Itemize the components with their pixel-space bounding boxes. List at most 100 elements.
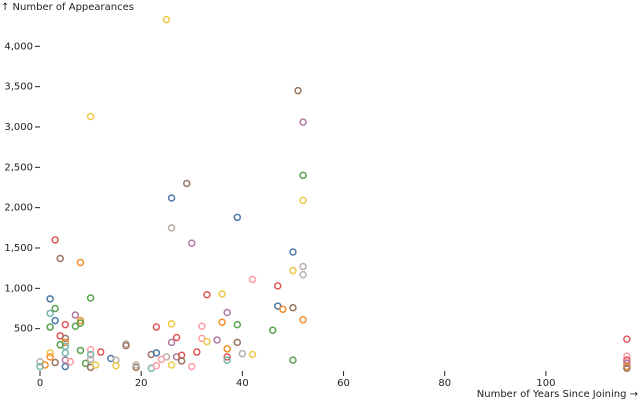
point xyxy=(51,358,59,367)
point xyxy=(86,112,95,121)
point xyxy=(248,350,257,359)
point xyxy=(46,323,54,331)
point xyxy=(299,262,307,271)
point xyxy=(279,305,287,314)
point xyxy=(198,334,206,343)
point xyxy=(172,333,181,342)
point xyxy=(274,302,282,310)
point xyxy=(203,337,211,346)
x-tick-label: 0 xyxy=(37,378,43,389)
point xyxy=(299,171,307,180)
point xyxy=(223,345,231,353)
point xyxy=(188,239,196,247)
point xyxy=(218,290,226,298)
point xyxy=(51,304,59,313)
point xyxy=(188,362,196,371)
point xyxy=(182,179,191,188)
point xyxy=(233,213,242,222)
x-tick-label: 100 xyxy=(536,378,555,389)
point xyxy=(56,341,64,349)
point xyxy=(238,349,247,358)
y-tick-label: 2,000 xyxy=(4,203,33,214)
point xyxy=(167,320,176,328)
point xyxy=(46,353,54,361)
point xyxy=(299,196,307,205)
point xyxy=(61,320,70,329)
point xyxy=(86,350,95,359)
point xyxy=(86,355,95,364)
point xyxy=(61,362,70,371)
point xyxy=(177,357,186,365)
point xyxy=(299,270,307,279)
point xyxy=(81,359,90,368)
point xyxy=(289,248,297,256)
x-tick-label: 40 xyxy=(236,378,249,389)
point xyxy=(71,311,80,319)
point xyxy=(223,356,231,364)
point xyxy=(46,309,54,318)
point xyxy=(294,86,302,95)
point xyxy=(36,362,44,371)
x-tick-label: 60 xyxy=(337,378,350,389)
point xyxy=(76,346,85,355)
point xyxy=(112,362,120,370)
point xyxy=(61,349,70,357)
point xyxy=(167,224,176,232)
point xyxy=(66,357,75,366)
point xyxy=(157,355,166,364)
point xyxy=(623,364,631,372)
point xyxy=(56,254,64,263)
point xyxy=(623,359,631,368)
point xyxy=(218,318,226,326)
point xyxy=(167,338,176,347)
point xyxy=(152,323,161,331)
x-axis-label: Number of Years Since Joining → xyxy=(477,389,638,400)
y-tick-label: 1,500 xyxy=(4,243,33,254)
point xyxy=(289,356,297,364)
point xyxy=(289,303,297,312)
point xyxy=(223,353,231,361)
point xyxy=(91,361,100,369)
point xyxy=(46,295,54,303)
point xyxy=(71,322,80,330)
y-tick-label: 3,000 xyxy=(4,122,33,133)
point xyxy=(167,194,176,202)
point xyxy=(36,357,44,366)
point xyxy=(152,362,161,370)
point xyxy=(623,352,631,360)
point xyxy=(299,118,307,126)
point xyxy=(46,349,54,357)
point xyxy=(96,348,105,356)
point xyxy=(51,236,59,244)
y-tick-label: 2,500 xyxy=(4,162,33,173)
point xyxy=(61,334,70,343)
point xyxy=(623,335,631,343)
point xyxy=(167,361,176,369)
point xyxy=(51,316,59,325)
point xyxy=(268,326,277,335)
point xyxy=(152,349,161,357)
y-tick-label: 1,000 xyxy=(4,283,33,294)
point xyxy=(248,275,257,284)
x-tick-label: 80 xyxy=(438,378,451,389)
point xyxy=(299,316,307,324)
point xyxy=(76,258,85,267)
point xyxy=(213,336,221,344)
y-tick-label: 3,500 xyxy=(4,82,33,93)
y-tick-label: 500 xyxy=(14,324,33,335)
point xyxy=(203,291,211,299)
y-tick-label: 4,000 xyxy=(4,41,33,52)
point xyxy=(233,320,242,329)
point xyxy=(233,338,242,347)
point xyxy=(198,322,206,330)
point xyxy=(86,345,95,354)
point xyxy=(289,266,297,275)
point xyxy=(132,361,140,369)
point xyxy=(274,282,282,290)
point xyxy=(193,348,201,356)
y-axis-label: ↑ Number of Appearances xyxy=(1,2,134,13)
point xyxy=(76,316,85,325)
point xyxy=(122,341,130,350)
x-tick-label: 20 xyxy=(135,378,148,389)
